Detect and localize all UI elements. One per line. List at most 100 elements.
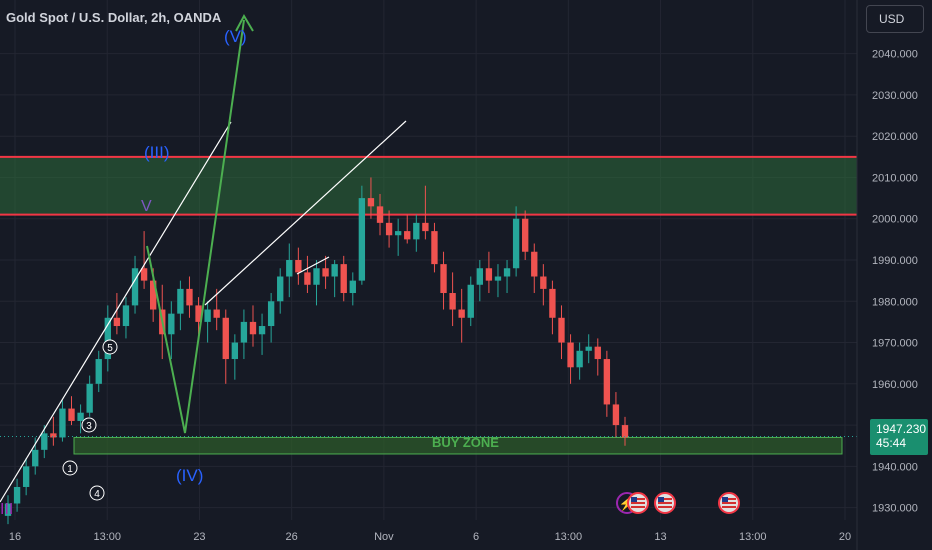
candle-body	[113, 317, 121, 327]
buy-zone-box[interactable]	[73, 436, 843, 455]
y-tick-label: 2040.000	[872, 49, 918, 61]
last-price-badge: 1947.230 45:44	[870, 419, 928, 455]
candle-body	[367, 198, 375, 207]
currency-button[interactable]: USD	[866, 5, 924, 33]
svg-text:3: 3	[86, 421, 92, 432]
candle-body	[240, 321, 248, 343]
candle-body	[322, 268, 329, 277]
candle	[13, 478, 21, 512]
y-tick-label: 1960.000	[872, 379, 918, 391]
y-tick-label: 1930.000	[872, 503, 918, 515]
candle	[394, 218, 402, 256]
bar-countdown: 45:44	[876, 436, 907, 450]
candle	[431, 222, 438, 273]
candle	[512, 206, 520, 277]
candle-body	[576, 350, 583, 368]
y-tick-label: 2020.000	[872, 131, 918, 143]
candle	[313, 260, 320, 306]
y-tick-label: 1940.000	[872, 461, 918, 473]
candle-body	[594, 346, 601, 360]
candle	[594, 338, 601, 376]
candle-body	[277, 276, 284, 302]
candle	[122, 297, 130, 339]
candle-body	[485, 268, 493, 281]
candle-body	[286, 260, 293, 277]
trend-line-upper[interactable]	[204, 120, 407, 306]
candle	[367, 177, 375, 219]
candle-body	[86, 383, 93, 413]
candle-body	[467, 284, 474, 318]
candle-body	[512, 218, 520, 269]
candle-body	[313, 268, 320, 285]
candle-body	[213, 309, 220, 318]
candle	[612, 392, 620, 438]
candle-body	[612, 404, 620, 426]
wave-label-v-top: (V)	[224, 27, 247, 46]
candle-body	[50, 433, 57, 438]
x-tick-label: 13:00	[93, 531, 121, 543]
candle-body	[222, 317, 229, 360]
candle	[549, 280, 556, 335]
candle-body	[231, 342, 239, 360]
sub-wave-4: 4	[89, 485, 105, 501]
candle	[540, 264, 547, 306]
candle	[567, 334, 574, 384]
y-tick-label: 1990.000	[872, 255, 918, 267]
candle	[222, 309, 229, 384]
candle	[177, 280, 184, 331]
candle	[413, 214, 420, 252]
candle-body	[522, 218, 529, 252]
candle-body	[195, 305, 202, 322]
candle	[77, 404, 84, 434]
x-tick-label: 6	[473, 531, 479, 543]
resistance-zone	[0, 156, 857, 215]
candle-body	[95, 359, 102, 384]
candle	[168, 301, 175, 360]
wave-projection-line[interactable]	[146, 19, 245, 434]
y-tick-label: 2010.000	[872, 172, 918, 184]
candle-body	[177, 288, 184, 314]
svg-text:1: 1	[67, 464, 73, 475]
x-tick-label: 26	[286, 531, 298, 543]
buy-zone-label: BUY ZONE	[432, 435, 499, 450]
candle	[4, 495, 12, 525]
us-flag-icon[interactable]	[654, 492, 676, 514]
candle	[258, 313, 266, 355]
candle-body	[104, 317, 111, 360]
candle-body	[32, 449, 39, 467]
wave-label-iii-left: III	[0, 501, 13, 518]
candle-body	[621, 425, 629, 438]
us-flag-icon[interactable]	[718, 492, 740, 514]
candle	[376, 193, 384, 236]
candle	[522, 210, 529, 260]
wave-label-v-small: V	[141, 198, 152, 215]
candle-body	[531, 251, 538, 277]
candle-body	[440, 264, 447, 294]
candle	[131, 255, 139, 314]
candles	[4, 177, 629, 525]
time-axis[interactable]: 16 13:00 23 26 Nov 6 13:00 13 13:00 20	[9, 531, 851, 543]
last-price-value: 1947.230	[876, 422, 927, 436]
trend-line-left[interactable]	[0, 121, 232, 503]
candle	[494, 264, 502, 298]
us-flag-icon[interactable]	[627, 492, 649, 514]
candle	[95, 350, 102, 393]
trend-line-short[interactable]	[296, 256, 330, 275]
candle	[267, 293, 275, 343]
candle	[603, 350, 611, 417]
candle-body	[4, 503, 12, 516]
projection-arrowhead	[235, 13, 254, 32]
candle	[322, 255, 329, 289]
candle-body	[376, 206, 384, 223]
candle-body	[150, 280, 157, 310]
candle	[404, 214, 411, 244]
candle-body	[22, 466, 30, 487]
candle	[440, 251, 447, 310]
candle	[240, 309, 248, 360]
candle-body	[540, 276, 547, 289]
candle-body	[204, 309, 211, 322]
candle	[41, 425, 48, 459]
candle-body	[258, 326, 266, 335]
candle	[422, 185, 429, 240]
